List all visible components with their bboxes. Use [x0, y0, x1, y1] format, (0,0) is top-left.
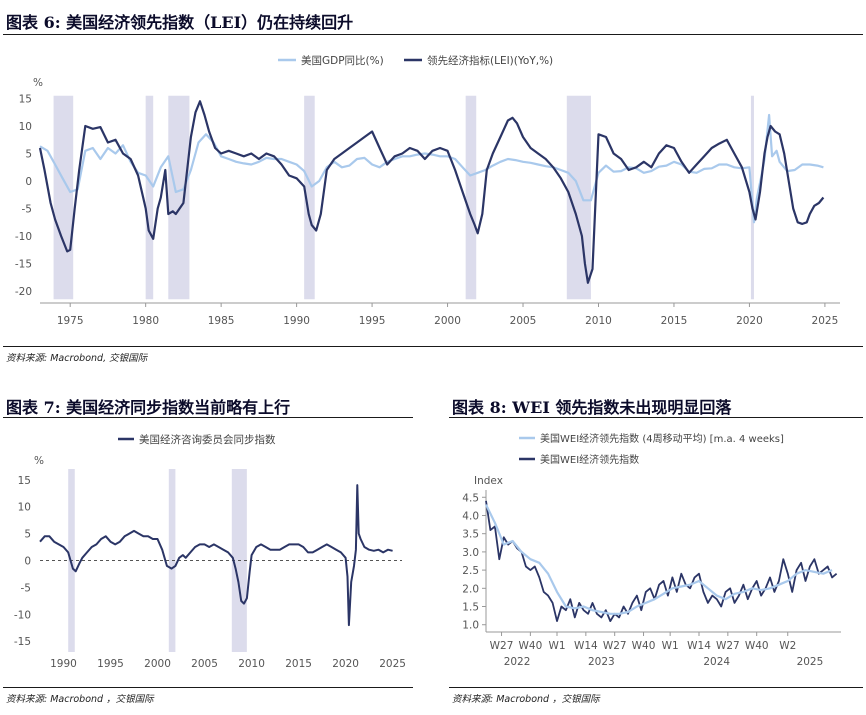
fig7-title-rule: [3, 417, 413, 418]
y-tick-label: 2.0: [462, 583, 479, 595]
fig7-title: 图表 7: 美国经济同步指数当前略有上行: [6, 398, 291, 417]
fig8-source-rule: [449, 687, 863, 688]
y-tick-label: -15: [15, 259, 32, 271]
fig8-title: 图表 8: WEI 领先指数未出现明显回落: [452, 398, 732, 417]
recession-band: [53, 95, 74, 300]
fig8-source: 资料来源: Macrobond ，交银国际: [452, 694, 600, 705]
y-axis-unit: %: [33, 77, 43, 89]
x-tick-label: 1990: [283, 315, 310, 327]
x-tick-label: 1995: [359, 315, 386, 327]
y-tick-label: 1.5: [462, 602, 479, 614]
x-tick-label: 2025: [812, 315, 839, 327]
y-tick-label: -10: [15, 231, 32, 243]
x-year-label: 2025: [797, 656, 824, 668]
x-tick-label: 1985: [208, 315, 235, 327]
coincident-index-chart: % -15 -10 -5 0 5 10 15 1990 1995 2000 2005 2010 2015 2…: [14, 433, 406, 670]
x-tick-label: W27: [603, 640, 627, 652]
legend-label-wei: 美国WEI经济领先指数: [540, 453, 639, 466]
y-tick-label: -5: [21, 582, 31, 594]
x-tick-label: W1: [662, 640, 679, 652]
x-tick-label: W27: [716, 640, 740, 652]
y-tick-label: 4.0: [462, 510, 479, 522]
y-tick-label: 10: [18, 502, 31, 514]
x-tick-label: 2000: [144, 658, 171, 670]
x-tick-label: W1: [548, 640, 565, 652]
x-tick-label: 2020: [736, 315, 763, 327]
fig6-title-rule: [3, 34, 863, 35]
x-tick-label: 2010: [238, 658, 265, 670]
recession-band: [145, 95, 154, 300]
fig7-source-rule: [3, 687, 413, 688]
y-axis-unit: %: [34, 455, 44, 467]
x-tick-label: 1990: [50, 658, 77, 670]
fig6-source: 资料来源: Macrobond, 交银国际: [6, 353, 148, 364]
y-tick-label: -10: [14, 609, 31, 621]
y-tick-label: 2.5: [462, 565, 479, 577]
gdp-yoy-series-line: [39, 113, 824, 224]
x-year-label: 2022: [504, 656, 531, 668]
fig7-source: 资料来源: Macrobond ，交银国际: [6, 694, 154, 705]
x-tick-label: 2000: [434, 315, 461, 327]
y-tick-label: 3.5: [462, 529, 479, 541]
y-tick-label: 5: [24, 529, 31, 541]
x-tick-label: W40: [519, 640, 543, 652]
wei-series-line: [485, 500, 838, 622]
fig8-title-rule: [449, 417, 863, 418]
x-tick-label: W40: [745, 640, 769, 652]
y-axis-unit: Index: [474, 475, 503, 487]
y-tick-label: 1.0: [462, 620, 479, 632]
y-tick-label: 0: [25, 176, 32, 188]
legend-label-lei: 领先经济指标(LEI)(YoY,%): [427, 54, 553, 67]
legend-label-wei-ma: 美国WEI经济领先指数 (4周移动平均) [m.a. 4 weeks]: [540, 432, 784, 445]
x-tick-label: 2015: [661, 315, 688, 327]
y-tick-label: 15: [19, 94, 32, 106]
x-tick-label: W27: [490, 640, 514, 652]
x-tick-label: 2020: [332, 658, 359, 670]
x-tick-label: 2010: [585, 315, 612, 327]
y-tick-label: 0: [24, 556, 31, 568]
y-tick-label: 10: [19, 121, 32, 133]
x-year-label: 2023: [588, 656, 615, 668]
lei-yoy-series-line: [38, 100, 825, 284]
x-tick-label: 1980: [132, 315, 159, 327]
recession-band: [304, 95, 315, 300]
y-tick-label: -20: [15, 286, 32, 298]
y-tick-label: 5: [25, 149, 32, 161]
x-tick-label: W14: [574, 640, 598, 652]
legend-label-coincident: 美国经济咨询委员会同步指数: [139, 433, 276, 446]
x-tick-label: W40: [632, 640, 656, 652]
recession-band: [168, 95, 190, 300]
coincident-index-series-line: [39, 484, 393, 627]
x-tick-label: 1975: [57, 315, 84, 327]
x-tick-label: 2015: [285, 658, 312, 670]
y-tick-label: 15: [18, 475, 31, 487]
y-tick-label: -15: [14, 636, 31, 648]
y-tick-label: -5: [22, 204, 32, 216]
x-tick-label: 1995: [97, 658, 124, 670]
legend-label-gdp: 美国GDP同比(%): [301, 54, 384, 67]
y-tick-label: 4.5: [462, 492, 479, 504]
x-tick-label: W14: [687, 640, 711, 652]
fig6-title: 图表 6: 美国经济领先指数（LEI）仍在持续回升: [6, 13, 354, 32]
x-year-label: 2024: [703, 656, 730, 668]
wei-4wk-ma-series-line: [485, 504, 833, 615]
x-tick-label: W2: [779, 640, 796, 652]
x-tick-label: 2025: [379, 658, 406, 670]
x-tick-label: 2005: [191, 658, 218, 670]
fig6-source-rule: [3, 346, 863, 347]
recession-band: [465, 95, 477, 300]
wei-chart: Index 1.0 1.5 2.0 2.5 3.0 3.5 4.0 4.5 W27 W40 W1 W14…: [462, 432, 841, 668]
lei-gdp-chart: % -20 -15 -10 -5 0 5 10 15 1975 1980 1985 1990 1995 20…: [15, 54, 840, 327]
x-tick-label: 2005: [510, 315, 537, 327]
y-tick-label: 3.0: [462, 547, 479, 559]
